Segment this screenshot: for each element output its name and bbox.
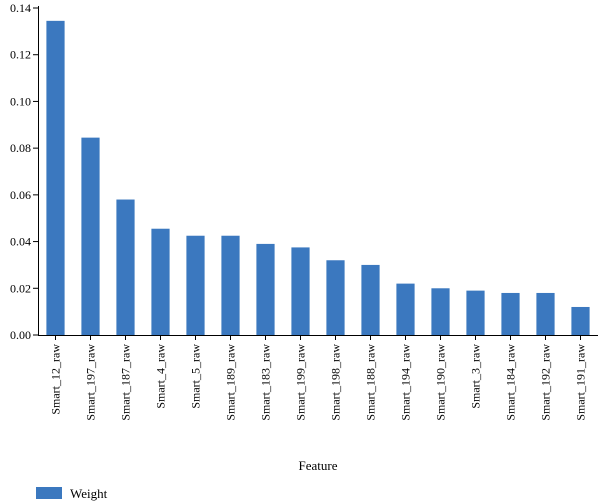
x-tick-label: Smart_187_raw [119,344,133,421]
bar-smart-187-raw [116,199,135,335]
x-tick-label: Smart_12_raw [49,344,63,415]
y-tick-label: 0.08 [10,141,31,155]
legend-swatch-weight [36,487,62,499]
bars-group [46,20,590,335]
bar-smart-5-raw [186,235,205,335]
y-tick-label: 0.00 [10,328,31,342]
legend: Weight [36,486,108,501]
y-tick-label: 0.14 [10,1,31,15]
legend-label-weight: Weight [70,486,108,501]
bar-smart-3-raw [466,290,485,335]
bar-smart-197-raw [81,137,100,335]
x-tick-label: Smart_189_raw [224,344,238,421]
bar-smart-190-raw [431,288,450,335]
x-tick-label: Smart_198_raw [329,344,343,421]
x-tick-label: Smart_5_raw [189,344,203,409]
bar-smart-199-raw [291,247,310,335]
x-tick-label: Smart_3_raw [469,344,483,409]
x-tick-label: Smart_197_raw [84,344,98,421]
bar-smart-191-raw [571,306,590,335]
x-axis-ticks: Smart_12_raw Smart_197_raw Smart_187_raw Sm… [49,335,588,421]
x-tick-label: Smart_192_raw [539,344,553,421]
bar-smart-12-raw [46,20,65,335]
bar-smart-183-raw [256,243,275,335]
x-tick-label: Smart_191_raw [574,344,588,421]
y-tick-label: 0.06 [10,188,31,202]
x-tick-label: Smart_190_raw [434,344,448,421]
bar-smart-198-raw [326,260,345,335]
x-tick-label: Smart_188_raw [364,344,378,421]
bar-smart-194-raw [396,283,415,335]
bar-smart-192-raw [536,292,555,335]
x-tick-label: Smart_183_raw [259,344,273,421]
x-tick-label: Smart_184_raw [504,344,518,421]
x-tick-label: Smart_194_raw [399,344,413,421]
y-tick-label: 0.02 [10,281,31,295]
bar-smart-4-raw [151,228,170,335]
y-axis-ticks: 0.00 0.02 0.04 0.06 0.08 0.10 0.12 0.14 [10,1,38,342]
bar-smart-188-raw [361,264,380,335]
x-tick-label: Smart_199_raw [294,344,308,421]
x-axis-title: Feature [299,458,338,473]
bar-smart-184-raw [501,292,520,335]
y-tick-label: 0.04 [10,235,31,249]
bar-smart-189-raw [221,235,240,335]
x-tick-label: Smart_4_raw [154,344,168,409]
y-tick-label: 0.10 [10,94,31,108]
y-tick-label: 0.12 [10,48,31,62]
